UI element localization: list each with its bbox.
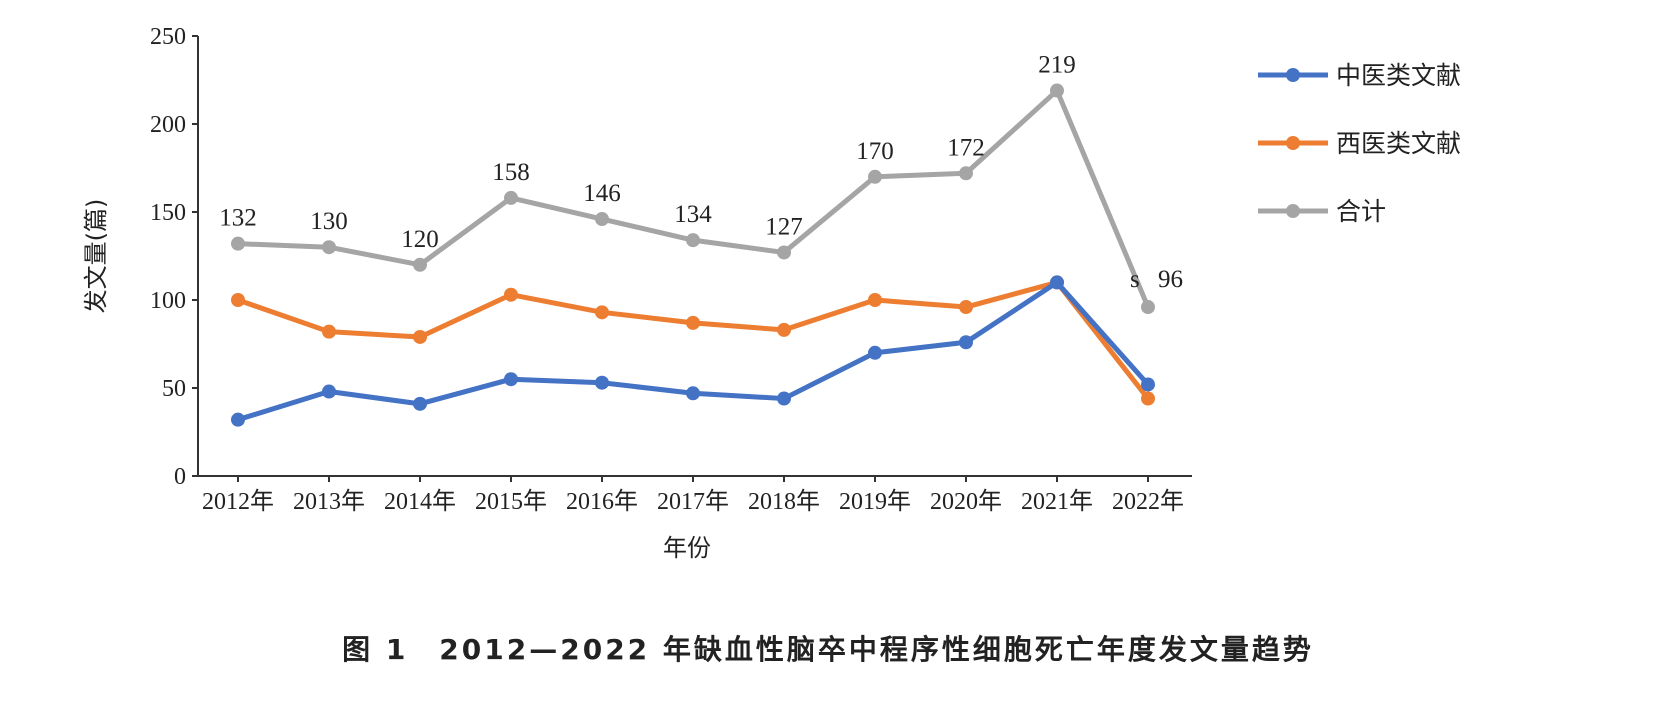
total-data-label: 172 xyxy=(947,134,985,161)
series-1-point xyxy=(231,293,245,307)
x-axis-title: 年份 xyxy=(663,534,711,562)
x-tick-label: 2015年 xyxy=(475,488,547,515)
series-2-point xyxy=(231,236,245,251)
series-line-1 xyxy=(237,279,1150,401)
series-1-point xyxy=(504,287,518,302)
legend-label: 西医类文献 xyxy=(1336,129,1461,158)
y-tick-label: 50 xyxy=(162,376,186,402)
y-tick-label: 100 xyxy=(150,288,186,314)
total-data-label: 132 xyxy=(219,205,257,232)
x-tick-label: 2013年 xyxy=(293,488,365,515)
series-1-point xyxy=(595,305,609,320)
series-2-point xyxy=(504,190,518,205)
series-2-point xyxy=(1050,83,1064,98)
total-data-label: 146 xyxy=(583,180,621,207)
x-tick-label: 2012年 xyxy=(202,488,274,515)
legend-swatch-marker xyxy=(1286,204,1300,218)
x-tick-label: 2014年 xyxy=(384,488,456,515)
legend-swatch-marker xyxy=(1286,136,1300,150)
series-1-point xyxy=(868,293,882,307)
total-data-label: 120 xyxy=(401,226,439,253)
series-1-point xyxy=(777,322,791,337)
total-data-label: 170 xyxy=(856,138,894,165)
series-0-point xyxy=(1050,275,1064,290)
series-1-point xyxy=(959,300,973,315)
data-labels-layer: 132 130 120 158 146 134 127 170 172 219 96 s xyxy=(219,52,1183,293)
series-2-point xyxy=(868,169,882,184)
series-layer xyxy=(231,83,1155,427)
total-data-label: 219 xyxy=(1038,52,1076,79)
series-0-point xyxy=(504,372,518,387)
x-tick-label: 2018年 xyxy=(748,488,820,515)
series-1-point xyxy=(1141,391,1155,406)
series-2-point xyxy=(413,257,427,272)
x-tick-label: 2016年 xyxy=(566,488,638,515)
x-tick-label: 2020年 xyxy=(930,488,1002,515)
series-0-point xyxy=(868,345,882,360)
y-tick-label: 200 xyxy=(150,112,186,138)
y-tick-label: 150 xyxy=(150,200,186,226)
figure-caption: 图 1 2012—2022 年缺血性脑卒中程序性细胞死亡年度发文量趋势 xyxy=(342,633,1314,666)
x-tick-label: 2019年 xyxy=(839,488,911,515)
total-data-label: 130 xyxy=(310,208,348,235)
series-0-point xyxy=(959,335,973,350)
x-tick-label: 2021年 xyxy=(1021,488,1093,515)
total-data-label: 127 xyxy=(765,213,803,240)
legend-label: 中医类文献 xyxy=(1336,61,1461,90)
series-0-point xyxy=(231,412,245,427)
y-tick-label: 250 xyxy=(150,24,186,50)
y-tick-label: 0 xyxy=(174,464,186,490)
series-0-point xyxy=(1141,377,1155,392)
x-tick-label: 2017年 xyxy=(657,488,729,515)
legend-swatch-marker xyxy=(1286,68,1300,82)
series-2-point xyxy=(686,233,700,248)
series-0-point xyxy=(413,396,427,411)
series-1-point xyxy=(322,324,336,339)
series-2-point xyxy=(1141,300,1155,315)
series-0-point xyxy=(322,384,336,399)
series-2-point xyxy=(595,212,609,227)
legend-label: 合计 xyxy=(1336,197,1386,226)
series-1-point xyxy=(686,315,700,330)
series-line-2 xyxy=(237,88,1151,309)
series-2-point xyxy=(959,166,973,181)
stray-annotation: s xyxy=(1130,266,1140,293)
series-0-point xyxy=(595,375,609,390)
x-tick-label: 2022年 xyxy=(1112,488,1184,515)
total-data-label: 134 xyxy=(674,201,712,228)
total-data-label: 96 xyxy=(1158,266,1183,293)
chart-axes: 0 50 100 150 200 250 2012年 2013年 2014年 2015年 2016年… xyxy=(150,24,1192,515)
series-0-point xyxy=(777,391,791,406)
series-2-point xyxy=(777,245,791,260)
series-1-point xyxy=(413,329,427,344)
total-data-label: 158 xyxy=(492,159,530,186)
y-axis-title: 发文量(篇) xyxy=(82,199,110,314)
series-2-point xyxy=(322,240,336,255)
series-0-point xyxy=(686,386,700,401)
